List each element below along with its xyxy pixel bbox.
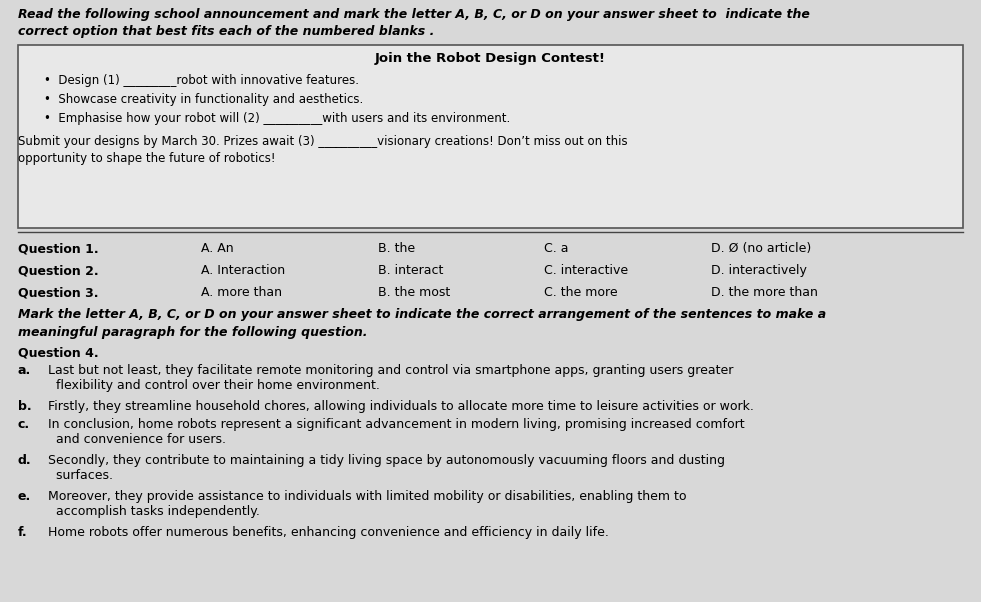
Text: A. An: A. An <box>201 242 233 255</box>
Text: Mark the letter A, B, C, or D on your answer sheet to indicate the correct arran: Mark the letter A, B, C, or D on your an… <box>18 308 826 321</box>
Text: Firstly, they streamline household chores, allowing individuals to allocate more: Firstly, they streamline household chore… <box>44 400 754 413</box>
Text: D. Ø (no article): D. Ø (no article) <box>711 242 811 255</box>
Text: e.: e. <box>18 490 31 503</box>
Text: Last but not least, they facilitate remote monitoring and control via smartphone: Last but not least, they facilitate remo… <box>44 364 734 392</box>
FancyBboxPatch shape <box>18 45 963 228</box>
Text: In conclusion, home robots represent a significant advancement in modern living,: In conclusion, home robots represent a s… <box>44 418 745 446</box>
Text: f.: f. <box>18 526 27 539</box>
Text: •  Showcase creativity in functionality and aesthetics.: • Showcase creativity in functionality a… <box>44 93 363 106</box>
Text: Moreover, they provide assistance to individuals with limited mobility or disabi: Moreover, they provide assistance to ind… <box>44 490 687 518</box>
Text: Join the Robot Design Contest!: Join the Robot Design Contest! <box>375 52 606 65</box>
Text: B. the: B. the <box>378 242 415 255</box>
Text: a.: a. <box>18 364 31 377</box>
Text: C. a: C. a <box>544 242 569 255</box>
Text: Question 2.: Question 2. <box>18 264 103 277</box>
Text: correct option that best fits each of the numbered blanks .: correct option that best fits each of th… <box>18 25 434 38</box>
Text: meaningful paragraph for the following question.: meaningful paragraph for the following q… <box>18 326 367 339</box>
Text: B. interact: B. interact <box>378 264 443 277</box>
Text: B. the most: B. the most <box>378 286 450 299</box>
Text: Submit your designs by March 30. Prizes await (3) __________visionary creations!: Submit your designs by March 30. Prizes … <box>18 135 627 148</box>
Text: d.: d. <box>18 454 31 467</box>
Text: c.: c. <box>18 418 29 431</box>
Text: Question 3.: Question 3. <box>18 286 103 299</box>
Text: Question 4.: Question 4. <box>18 347 98 360</box>
Text: •  Design (1) _________robot with innovative features.: • Design (1) _________robot with innovat… <box>44 74 359 87</box>
Text: D. the more than: D. the more than <box>711 286 818 299</box>
Text: b.: b. <box>18 400 31 413</box>
Text: Question 1.: Question 1. <box>18 242 103 255</box>
Text: Home robots offer numerous benefits, enhancing convenience and efficiency in dai: Home robots offer numerous benefits, enh… <box>44 526 609 539</box>
Text: C. the more: C. the more <box>544 286 618 299</box>
Text: Read the following school announcement and mark the letter A, B, C, or D on your: Read the following school announcement a… <box>18 8 809 21</box>
Text: C. interactive: C. interactive <box>544 264 629 277</box>
Text: opportunity to shape the future of robotics!: opportunity to shape the future of robot… <box>18 152 275 165</box>
Text: Secondly, they contribute to maintaining a tidy living space by autonomously vac: Secondly, they contribute to maintaining… <box>44 454 725 482</box>
Text: •  Emphasise how your robot will (2) __________with users and its environment.: • Emphasise how your robot will (2) ____… <box>44 112 510 125</box>
Text: A. Interaction: A. Interaction <box>201 264 285 277</box>
Text: D. interactively: D. interactively <box>711 264 807 277</box>
Text: A. more than: A. more than <box>201 286 283 299</box>
